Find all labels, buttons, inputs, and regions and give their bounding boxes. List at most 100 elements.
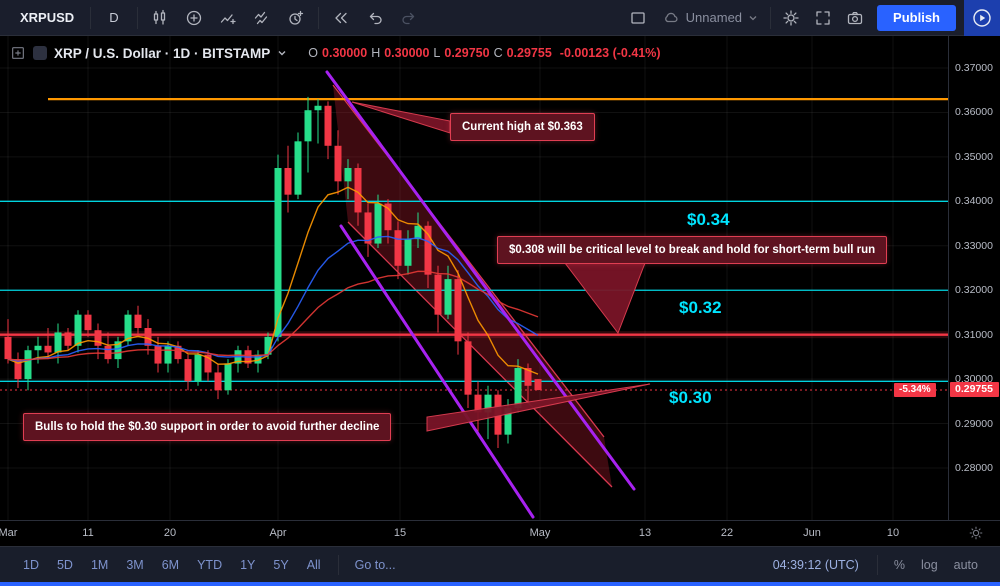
candle <box>204 354 212 373</box>
timeline-scrollbar[interactable] <box>0 582 1000 586</box>
templates-button[interactable] <box>246 3 278 33</box>
candle <box>374 203 382 244</box>
candle <box>414 225 422 240</box>
channel-bottom-line[interactable] <box>347 221 613 488</box>
percent-scale-button[interactable]: % <box>893 557 905 572</box>
range-3m-button[interactable]: 3M <box>126 557 144 572</box>
annotation-callout[interactable]: Current high at $0.363 <box>450 113 595 141</box>
settings-button[interactable] <box>775 3 807 33</box>
price-tick-label: 0.37000 <box>955 62 993 74</box>
callout-wedge[interactable] <box>426 383 651 432</box>
candle <box>354 168 362 213</box>
last-price-badge: 0.29755 <box>950 382 999 397</box>
annotation-callout[interactable]: $0.308 will be critical level to break a… <box>497 236 888 264</box>
publish-button[interactable]: Publish <box>877 4 956 31</box>
range-6m-button[interactable]: 6M <box>161 557 180 572</box>
compare-button[interactable] <box>178 3 210 33</box>
price-tick-label: 0.34000 <box>955 195 993 208</box>
goto-button[interactable]: Go to... <box>354 557 396 572</box>
trend-line-drawing[interactable] <box>325 70 636 491</box>
candle <box>154 345 162 364</box>
ohlc-readout: O 0.30000 H 0.30000 L 0.29750 C 0.29755 … <box>308 46 660 60</box>
grid-plus-icon[interactable] <box>10 45 26 61</box>
divider <box>337 554 339 575</box>
price-tick-label: 0.33000 <box>955 239 993 252</box>
price-scale[interactable]: 0.37000 0.36000 0.35000 0.34000 0.33000 0.320… <box>948 36 1000 520</box>
fullscreen-button[interactable] <box>807 3 839 33</box>
replay-button[interactable] <box>325 3 357 33</box>
redo-button[interactable] <box>393 3 425 33</box>
undo-button[interactable] <box>359 3 391 33</box>
high-value: 0.30000 <box>384 46 430 60</box>
change-value: -0.00123 (-0.41%) <box>559 46 661 60</box>
gear-icon <box>969 526 983 540</box>
price-level-label[interactable]: $0.32 <box>679 298 722 317</box>
layout-menu-button[interactable]: Unnamed <box>654 9 766 27</box>
candle <box>474 394 482 413</box>
chart-title[interactable]: XRP / U.S. Dollar · 1D · BITSTAMP <box>54 45 271 61</box>
publish-menu-button[interactable] <box>964 0 1000 36</box>
undo-icon <box>369 12 382 24</box>
candle <box>144 328 152 346</box>
symbol-button[interactable]: XRPUSD <box>20 10 75 25</box>
callout-wedge[interactable] <box>563 262 646 335</box>
axis-settings-button[interactable] <box>968 525 984 546</box>
range-1m-button[interactable]: 1M <box>90 557 109 572</box>
chart-style-button[interactable] <box>144 3 176 33</box>
range-ytd-button[interactable]: YTD <box>197 557 223 572</box>
camera-icon <box>847 11 863 24</box>
price-chart[interactable] <box>0 36 948 520</box>
range-1d-button[interactable]: 1D <box>23 557 39 572</box>
alert-button[interactable] <box>280 3 312 33</box>
log-scale-button[interactable]: log <box>920 557 938 572</box>
candle <box>114 341 122 360</box>
double-chevron-left-icon <box>334 12 347 23</box>
candle <box>404 239 412 266</box>
time-axis[interactable]: Mar 11 20 Apr 15 May 13 22 Jun 10 <box>0 520 1000 546</box>
price-tick-label: 0.36000 <box>955 106 993 119</box>
chevron-down-icon[interactable] <box>277 48 287 58</box>
high-label: H <box>371 46 381 60</box>
price-tick-label: 0.29000 <box>955 417 993 430</box>
price-level-label[interactable]: $0.30 <box>669 388 712 407</box>
close-value: 0.29755 <box>506 46 552 60</box>
annotation-callout[interactable]: Bulls to hold the $0.30 support in order… <box>23 413 392 441</box>
candle <box>444 279 452 315</box>
candles-style-icon <box>153 9 165 25</box>
candle <box>484 394 492 413</box>
candle <box>134 314 142 328</box>
indicators-button[interactable] <box>212 3 244 33</box>
time-tick-label: 10 <box>886 527 900 539</box>
candle <box>524 368 532 386</box>
clock-label[interactable]: 04:39:12 (UTC) <box>772 557 859 572</box>
time-tick-label: May <box>529 527 551 539</box>
chart-legend: XRP / U.S. Dollar · 1D · BITSTAMP O 0.30… <box>10 45 661 61</box>
close-label: C <box>493 46 503 60</box>
candle <box>104 345 112 360</box>
candle <box>534 379 542 390</box>
snapshot-button[interactable] <box>839 3 871 33</box>
layout-name-label: Unnamed <box>685 10 743 25</box>
candle <box>284 168 292 195</box>
range-all-button[interactable]: All <box>306 557 321 572</box>
auto-scale-button[interactable]: auto <box>953 557 978 572</box>
time-tick-label: 22 <box>720 527 734 539</box>
trend-line-drawing[interactable] <box>339 224 535 519</box>
layout-grid-button[interactable] <box>622 3 654 33</box>
price-level-label[interactable]: $0.34 <box>687 210 730 229</box>
layout-square-icon <box>631 11 645 24</box>
interval-button[interactable]: D <box>109 10 119 25</box>
range-5d-button[interactable]: 5D <box>56 557 73 572</box>
change-percent-badge: -5.34% <box>894 383 936 397</box>
candle <box>64 332 72 346</box>
range-5y-button[interactable]: 5Y <box>273 557 289 572</box>
candle <box>224 363 232 391</box>
candle <box>304 110 312 142</box>
price-tick-label: 0.32000 <box>955 284 993 297</box>
gear-icon <box>783 9 799 26</box>
range-1y-button[interactable]: 1Y <box>240 557 256 572</box>
candle <box>84 314 92 331</box>
candle <box>44 345 52 353</box>
candle <box>324 105 332 146</box>
candle <box>394 230 402 266</box>
